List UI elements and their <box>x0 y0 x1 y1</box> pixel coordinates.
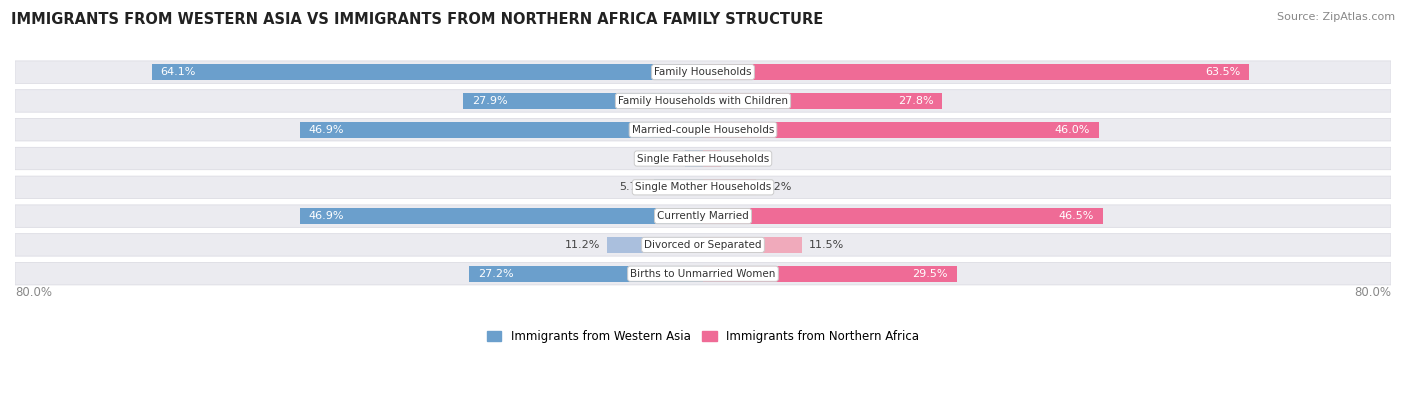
Bar <box>470 265 703 282</box>
Text: IMMIGRANTS FROM WESTERN ASIA VS IMMIGRANTS FROM NORTHERN AFRICA FAMILY STRUCTURE: IMMIGRANTS FROM WESTERN ASIA VS IMMIGRAN… <box>11 12 824 27</box>
Text: Married-couple Households: Married-couple Households <box>631 125 775 135</box>
FancyBboxPatch shape <box>15 61 1391 83</box>
Bar <box>703 179 756 196</box>
Text: 5.7%: 5.7% <box>619 182 647 192</box>
Bar <box>685 150 703 167</box>
FancyBboxPatch shape <box>15 205 1391 228</box>
Bar <box>703 150 721 167</box>
Bar <box>463 93 703 109</box>
Text: 46.0%: 46.0% <box>1054 125 1090 135</box>
FancyBboxPatch shape <box>15 262 1391 285</box>
Text: 63.5%: 63.5% <box>1205 67 1240 77</box>
Bar <box>299 122 703 138</box>
Text: Family Households with Children: Family Households with Children <box>619 96 787 106</box>
Text: Single Father Households: Single Father Households <box>637 154 769 164</box>
Bar <box>703 265 956 282</box>
Text: 2.1%: 2.1% <box>650 154 678 164</box>
Text: 64.1%: 64.1% <box>160 67 195 77</box>
Bar <box>703 237 801 253</box>
FancyBboxPatch shape <box>15 90 1391 112</box>
Text: 46.5%: 46.5% <box>1059 211 1094 221</box>
Text: 29.5%: 29.5% <box>912 269 948 279</box>
Text: 6.2%: 6.2% <box>763 182 792 192</box>
FancyBboxPatch shape <box>15 234 1391 256</box>
Legend: Immigrants from Western Asia, Immigrants from Northern Africa: Immigrants from Western Asia, Immigrants… <box>486 330 920 343</box>
Text: Family Households: Family Households <box>654 67 752 77</box>
Text: 11.2%: 11.2% <box>564 240 600 250</box>
Bar <box>606 237 703 253</box>
Text: 27.2%: 27.2% <box>478 269 513 279</box>
Text: Births to Unmarried Women: Births to Unmarried Women <box>630 269 776 279</box>
Text: Source: ZipAtlas.com: Source: ZipAtlas.com <box>1277 12 1395 22</box>
Text: 11.5%: 11.5% <box>808 240 844 250</box>
Bar <box>703 93 942 109</box>
Bar <box>299 208 703 224</box>
Text: 46.9%: 46.9% <box>308 125 343 135</box>
FancyBboxPatch shape <box>15 147 1391 170</box>
Bar <box>152 64 703 80</box>
Text: Currently Married: Currently Married <box>657 211 749 221</box>
Bar <box>703 122 1098 138</box>
Text: 27.8%: 27.8% <box>898 96 934 106</box>
Text: Divorced or Separated: Divorced or Separated <box>644 240 762 250</box>
Text: 80.0%: 80.0% <box>15 286 52 299</box>
Text: 27.9%: 27.9% <box>471 96 508 106</box>
Text: 2.1%: 2.1% <box>728 154 756 164</box>
Bar <box>703 208 1102 224</box>
FancyBboxPatch shape <box>15 118 1391 141</box>
Text: Single Mother Households: Single Mother Households <box>636 182 770 192</box>
Text: 80.0%: 80.0% <box>1354 286 1391 299</box>
Text: 46.9%: 46.9% <box>308 211 343 221</box>
Bar <box>703 64 1249 80</box>
Bar <box>654 179 703 196</box>
FancyBboxPatch shape <box>15 176 1391 199</box>
